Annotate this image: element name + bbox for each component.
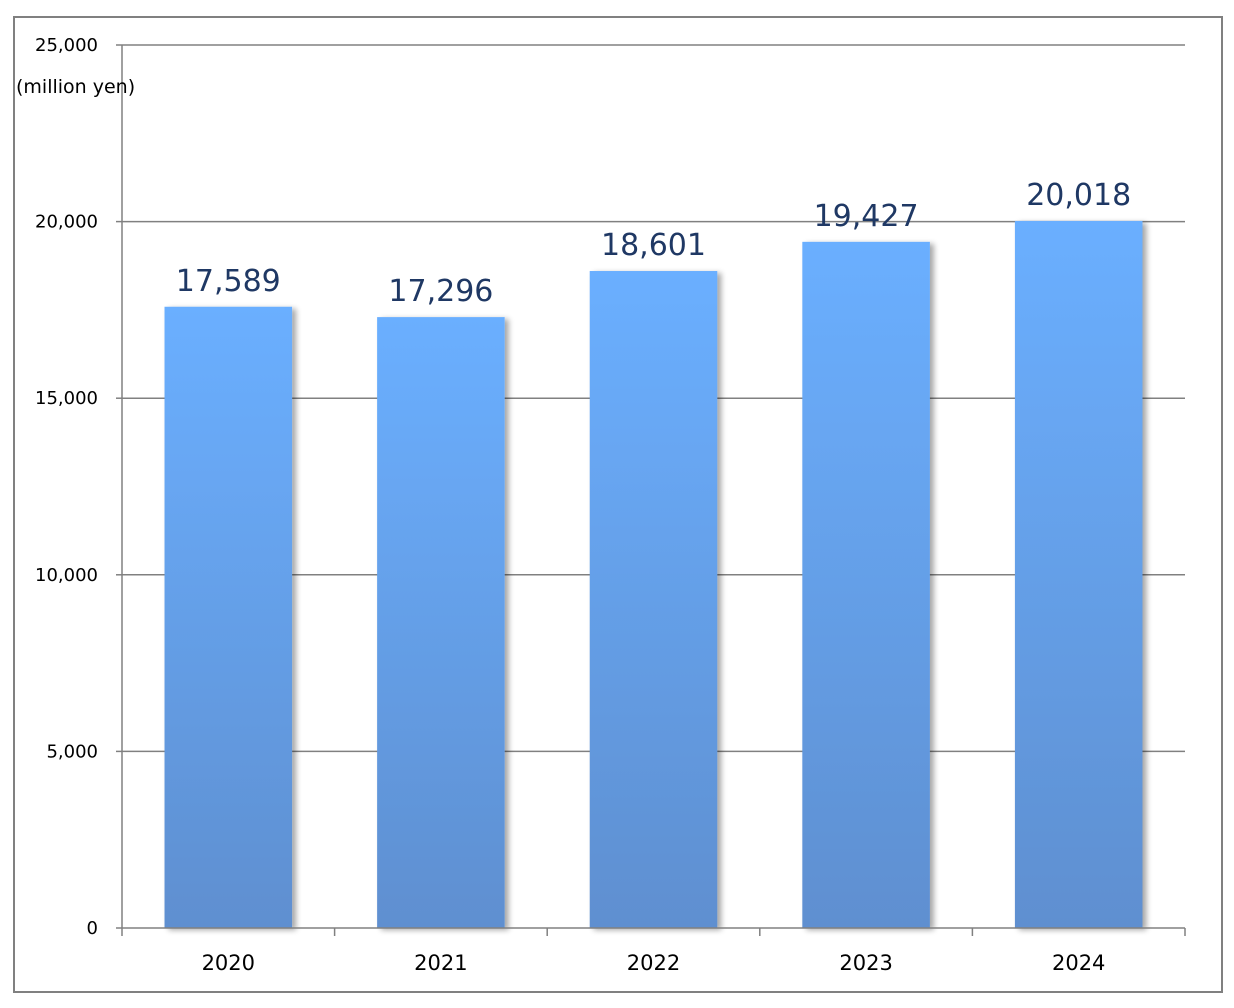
axes xyxy=(116,44,1186,936)
data-label-2024: 20,018 xyxy=(1026,178,1131,213)
y-tick-label: 25,000 xyxy=(35,35,98,56)
x-tick-label-2024: 2024 xyxy=(1052,951,1105,975)
data-label-2022: 18,601 xyxy=(601,228,706,263)
bar-2022 xyxy=(589,271,718,928)
y-tick-label: 15,000 xyxy=(35,388,98,409)
y-tick-label: 20,000 xyxy=(35,212,98,233)
data-label-2020: 17,589 xyxy=(176,264,281,299)
bars xyxy=(164,220,1143,928)
x-tick-label-2022: 2022 xyxy=(627,951,680,975)
bar-2024 xyxy=(1014,220,1143,928)
y-axis-unit-label: (million yen) xyxy=(16,76,135,98)
y-tick-label: 10,000 xyxy=(35,565,98,586)
y-tick-label: 5,000 xyxy=(46,741,98,762)
x-tick-label-2023: 2023 xyxy=(839,951,892,975)
x-tick-label-2021: 2021 xyxy=(414,951,467,975)
data-label-2023: 19,427 xyxy=(814,199,919,234)
bar-2023 xyxy=(802,241,930,928)
bar-2020 xyxy=(164,306,293,928)
bar-2021 xyxy=(377,317,505,928)
labels: 0 5,000 10,000 15,000 20,000 25,000 17,589 2020… xyxy=(35,35,1131,975)
x-tick-label-2020: 2020 xyxy=(202,951,255,975)
data-label-2021: 17,296 xyxy=(388,274,493,309)
y-tick-label: 0 xyxy=(87,918,98,939)
